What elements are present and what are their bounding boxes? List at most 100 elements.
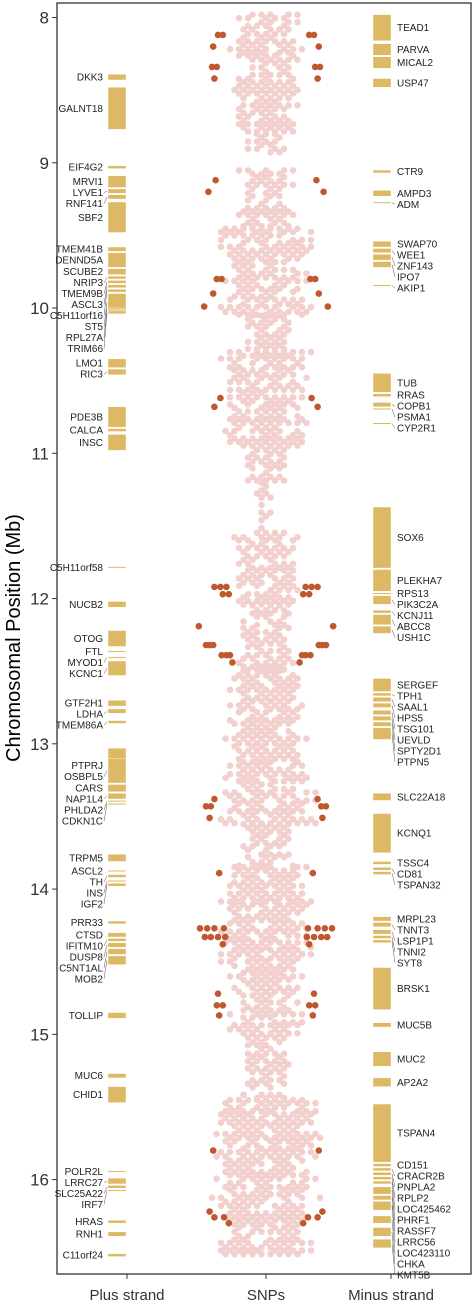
snp-highlight-point (302, 583, 309, 591)
snp-point (240, 124, 247, 131)
snp-point (226, 348, 234, 356)
snp-point (262, 82, 270, 90)
snp-point (244, 567, 252, 574)
snp-point (271, 59, 279, 67)
snp-point (267, 1099, 274, 1107)
snp-point (258, 1021, 265, 1029)
snp-highlight-point (314, 75, 321, 82)
snp-point (289, 228, 297, 236)
snp-highlight-point (320, 188, 327, 196)
gene-label: NAP1L4 (66, 795, 104, 806)
snp-point (231, 225, 238, 232)
snp-point (240, 86, 247, 94)
snp-point (244, 82, 252, 90)
snp-point (249, 735, 256, 742)
snp-point (267, 149, 274, 156)
snp-point (240, 117, 247, 124)
snp-point (289, 401, 297, 408)
gene-label: SYT8 (397, 958, 422, 969)
snp-point (267, 556, 274, 564)
snp-point (289, 815, 297, 823)
gene-bar (107, 601, 127, 608)
gene-bar (372, 625, 392, 634)
label-leader-line (391, 629, 396, 638)
snp-point (303, 247, 310, 254)
snp-point (240, 1030, 247, 1037)
snp-point (289, 762, 297, 769)
snp-point (249, 556, 256, 564)
snp-point (267, 109, 274, 117)
snp-point (276, 277, 283, 285)
snp-point (280, 446, 288, 454)
snp-point (226, 1111, 234, 1118)
snp-point (280, 1164, 288, 1172)
snp-point (240, 781, 247, 788)
snp-point (267, 34, 274, 41)
snp-highlight-point (311, 1001, 319, 1009)
snp-point (249, 109, 256, 117)
snp-point (289, 958, 297, 965)
snp-point (276, 458, 283, 465)
snp-point (235, 1247, 243, 1254)
snp-point (258, 571, 265, 579)
snp-point (253, 1194, 261, 1201)
snp-point (240, 1007, 247, 1014)
snp-point (240, 655, 247, 662)
snp-point (280, 582, 288, 590)
snp-point (235, 973, 243, 980)
snp-highlight-point (305, 1001, 313, 1009)
snp-point (226, 815, 234, 823)
snp-point (262, 37, 270, 45)
snp-point (289, 393, 297, 401)
label-leader-line (103, 290, 108, 316)
snp-highlight-point (314, 403, 321, 411)
gene-label: RPLP2 (397, 1194, 429, 1205)
snp-point (244, 1080, 252, 1087)
snp-point (244, 560, 252, 568)
snp-point (289, 371, 297, 379)
snp-point (267, 843, 274, 850)
snp-point (231, 879, 238, 886)
snp-point (258, 992, 265, 999)
snp-point (253, 777, 261, 785)
snp-point (240, 94, 247, 102)
snp-point (271, 1157, 279, 1164)
gene-bar (372, 1201, 392, 1211)
snp-point (289, 348, 297, 356)
snp-point (271, 1171, 279, 1179)
snp-point (280, 973, 288, 980)
gene-label: MRPL23 (397, 914, 436, 925)
snp-point (298, 45, 306, 53)
snp-point (280, 128, 288, 135)
snp-point (249, 185, 256, 193)
snp-point (258, 200, 265, 208)
snp-point (249, 901, 256, 908)
snp-point (244, 770, 252, 778)
snp-point (244, 251, 252, 258)
snp-point (271, 920, 279, 927)
gene-bar (372, 861, 392, 865)
snp-point (289, 355, 297, 362)
snp-point (271, 138, 279, 145)
gene-bar (107, 1170, 127, 1173)
snp-point (258, 366, 265, 374)
snp-point (262, 98, 270, 105)
snp-point (226, 251, 234, 258)
snp-point (244, 874, 252, 882)
snp-point (271, 597, 279, 605)
snp-point (258, 326, 265, 334)
snp-point (240, 1014, 247, 1021)
snp-point (285, 1099, 292, 1107)
snp-point (226, 296, 234, 303)
snp-highlight-point (206, 1208, 213, 1215)
snp-point (267, 766, 274, 774)
snp-point (240, 225, 247, 232)
snp-point (280, 348, 288, 356)
snp-point (298, 950, 306, 958)
snp-point (258, 435, 265, 442)
snp-point (226, 928, 234, 935)
snp-point (258, 601, 265, 608)
gene-label: GALNT18 (59, 104, 104, 115)
snp-point (262, 529, 270, 537)
snp-point (235, 928, 243, 935)
